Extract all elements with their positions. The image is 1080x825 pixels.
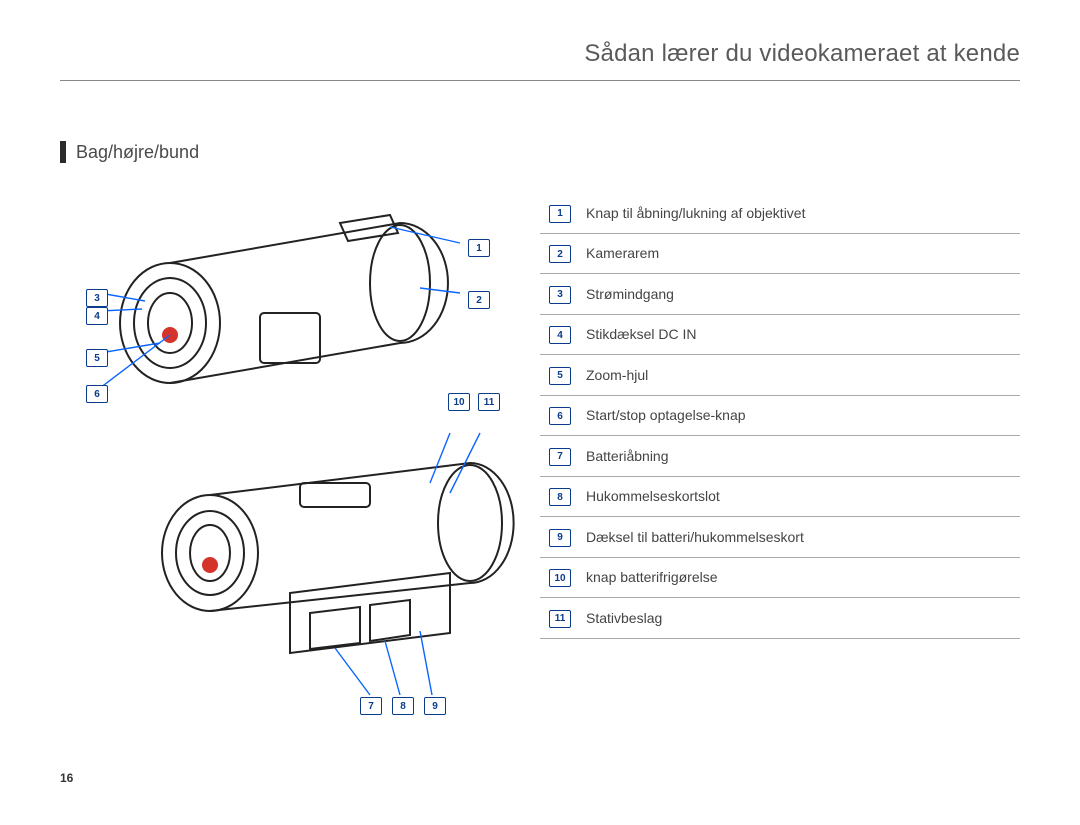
legend-label: Dæksel til batteri/hukommelseskort — [580, 517, 1020, 558]
table-row: 2 Kamerarem — [540, 233, 1020, 274]
legend-num: 1 — [549, 205, 571, 223]
table-row: 3 Strømindgang — [540, 274, 1020, 315]
legend-num: 7 — [549, 448, 571, 466]
legend-num: 9 — [549, 529, 571, 547]
legend-label: Stikdæksel DC IN — [580, 314, 1020, 355]
callout-2: 2 — [468, 291, 490, 309]
legend-label: Zoom-hjul — [580, 355, 1020, 396]
diagram-area: 1 2 3 4 5 6 10 11 7 8 9 — [60, 193, 520, 733]
callout-10: 10 — [448, 393, 470, 411]
table-row: 5 Zoom-hjul — [540, 355, 1020, 396]
legend-num: 3 — [549, 286, 571, 304]
legend-label: Strømindgang — [580, 274, 1020, 315]
callout-11: 11 — [478, 393, 500, 411]
callout-5: 5 — [86, 349, 108, 367]
callout-3: 3 — [86, 289, 108, 307]
callout-7: 7 — [360, 697, 382, 715]
legend-num: 5 — [549, 367, 571, 385]
legend-label: Start/stop optagelse-knap — [580, 395, 1020, 436]
section-heading: Bag/højre/bund — [60, 141, 1020, 163]
legend-num: 4 — [549, 326, 571, 344]
callout-8: 8 — [392, 697, 414, 715]
legend-num: 8 — [549, 488, 571, 506]
legend-label: knap batterifrigørelse — [580, 557, 1020, 598]
legend-label: Stativbeslag — [580, 598, 1020, 639]
table-row: 9 Dæksel til batteri/hukommelseskort — [540, 517, 1020, 558]
legend-table: 1 Knap til åbning/lukning af objektivet … — [540, 193, 1020, 639]
camcorder-top-illustration — [90, 193, 470, 423]
callout-4: 4 — [86, 307, 108, 325]
section-bar-icon — [60, 141, 66, 163]
callout-6: 6 — [86, 385, 108, 403]
page-title: Sådan lærer du videokameraet at kende — [60, 40, 1020, 81]
table-row: 1 Knap til åbning/lukning af objektivet — [540, 193, 1020, 233]
section-title: Bag/højre/bund — [76, 142, 199, 163]
legend-num: 6 — [549, 407, 571, 425]
camcorder-bottom-illustration — [150, 423, 530, 703]
legend-label: Batteriåbning — [580, 436, 1020, 477]
table-row: 10 knap batterifrigørelse — [540, 557, 1020, 598]
table-row: 6 Start/stop optagelse-knap — [540, 395, 1020, 436]
legend-num: 2 — [549, 245, 571, 263]
legend-label: Knap til åbning/lukning af objektivet — [580, 193, 1020, 233]
table-row: 11 Stativbeslag — [540, 598, 1020, 639]
page-number: 16 — [60, 771, 73, 785]
legend-label: Hukommelseskortslot — [580, 476, 1020, 517]
legend-num: 11 — [549, 610, 571, 628]
callout-1: 1 — [468, 239, 490, 257]
legend-num: 10 — [549, 569, 571, 587]
callout-9: 9 — [424, 697, 446, 715]
table-row: 8 Hukommelseskortslot — [540, 476, 1020, 517]
table-row: 7 Batteriåbning — [540, 436, 1020, 477]
legend-label: Kamerarem — [580, 233, 1020, 274]
table-row: 4 Stikdæksel DC IN — [540, 314, 1020, 355]
